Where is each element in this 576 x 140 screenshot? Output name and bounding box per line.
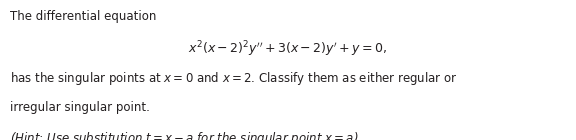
Text: has the singular points at $x=0$ and $x=2$. Classify them as either regular or: has the singular points at $x=0$ and $x=… <box>10 70 458 87</box>
Text: irregular singular point.: irregular singular point. <box>10 101 150 114</box>
Text: ($\mathit{Hint}$: $\mathit{Use\ substitution}$ $t = x - a$ $\mathit{for\ the\ si: ($\mathit{Hint}$: $\mathit{Use\ substitu… <box>10 130 362 140</box>
Text: $x^2(x-2)^2y''+3(x-2)y'+y=0,$: $x^2(x-2)^2y''+3(x-2)y'+y=0,$ <box>188 39 388 59</box>
Text: The differential equation: The differential equation <box>10 10 157 23</box>
